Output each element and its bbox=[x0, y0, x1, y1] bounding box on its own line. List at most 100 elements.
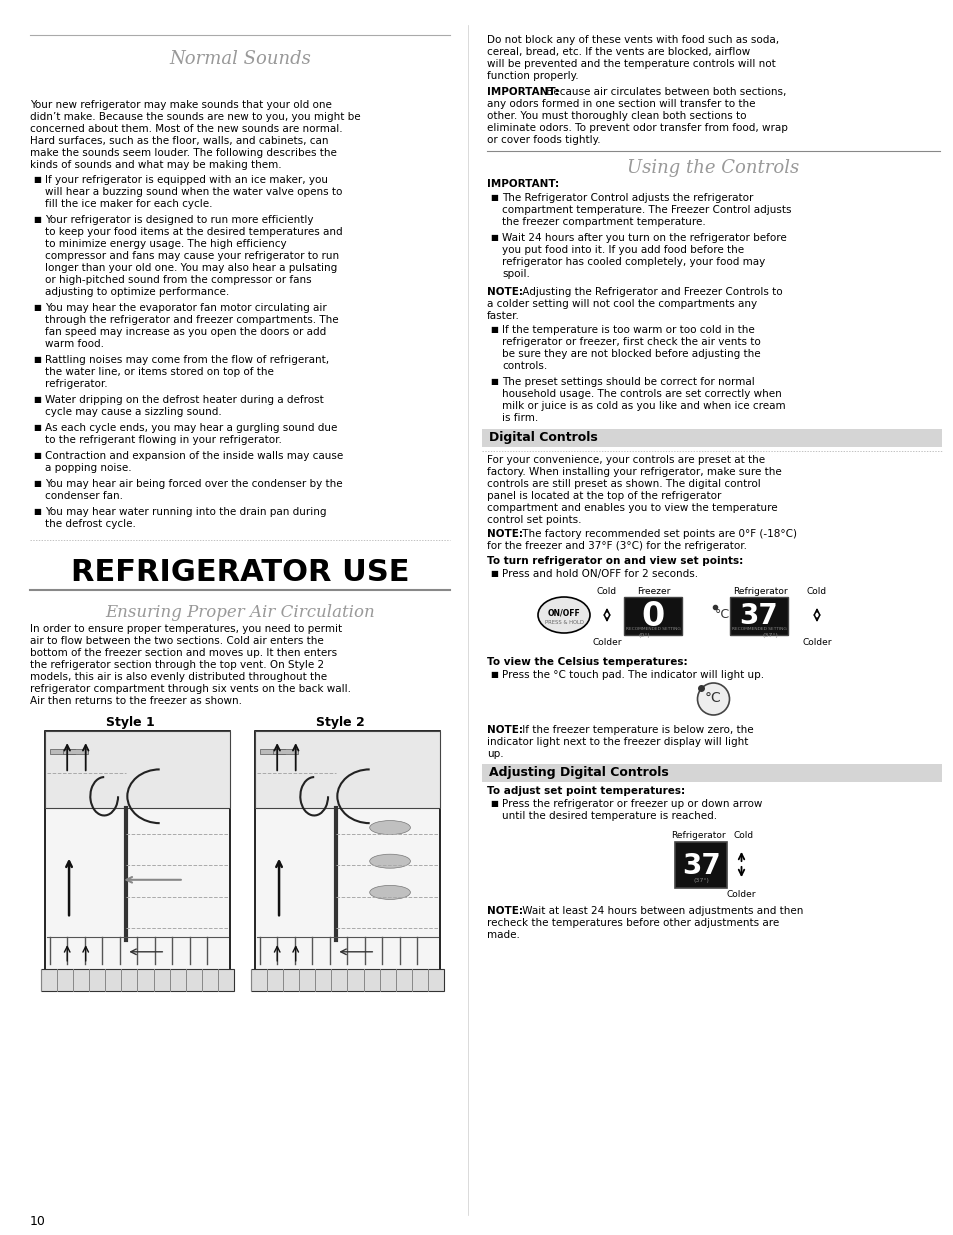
Text: faster.: faster. bbox=[486, 311, 519, 321]
Text: ■: ■ bbox=[33, 424, 41, 432]
Text: air to flow between the two sections. Cold air enters the: air to flow between the two sections. Co… bbox=[30, 636, 323, 646]
Text: If the temperature is too warm or too cold in the: If the temperature is too warm or too co… bbox=[501, 325, 754, 335]
Text: As each cycle ends, you may hear a gurgling sound due: As each cycle ends, you may hear a gurgl… bbox=[45, 424, 337, 433]
Text: warm food.: warm food. bbox=[45, 338, 104, 350]
Text: Your refrigerator is designed to run more efficiently: Your refrigerator is designed to run mor… bbox=[45, 215, 314, 225]
Text: NOTE:: NOTE: bbox=[486, 287, 522, 296]
Text: to minimize energy usage. The high efficiency: to minimize energy usage. The high effic… bbox=[45, 240, 286, 249]
Text: ■: ■ bbox=[490, 799, 497, 808]
Text: compartment and enables you to view the temperature: compartment and enables you to view the … bbox=[486, 503, 777, 513]
Text: milk or juice is as cold as you like and when ice cream: milk or juice is as cold as you like and… bbox=[501, 401, 785, 411]
Text: function properly.: function properly. bbox=[486, 70, 578, 82]
Text: In order to ensure proper temperatures, you need to permit: In order to ensure proper temperatures, … bbox=[30, 624, 342, 634]
Text: other. You must thoroughly clean both sections to: other. You must thoroughly clean both se… bbox=[486, 111, 745, 121]
Text: any odors formed in one section will transfer to the: any odors formed in one section will tra… bbox=[486, 99, 755, 109]
Text: controls.: controls. bbox=[501, 361, 547, 370]
Text: controls are still preset as shown. The digital control: controls are still preset as shown. The … bbox=[486, 479, 760, 489]
Text: for the freezer and 37°F (3°C) for the refrigerator.: for the freezer and 37°F (3°C) for the r… bbox=[486, 541, 746, 551]
Text: You may hear water running into the drain pan during: You may hear water running into the drai… bbox=[45, 508, 326, 517]
Text: a colder setting will not cool the compartments any: a colder setting will not cool the compa… bbox=[486, 299, 757, 309]
Text: ■: ■ bbox=[490, 377, 497, 387]
Ellipse shape bbox=[370, 885, 410, 899]
Text: Colder: Colder bbox=[592, 638, 621, 647]
Text: If your refrigerator is equipped with an ice maker, you: If your refrigerator is equipped with an… bbox=[45, 175, 328, 185]
Text: °C: °C bbox=[714, 609, 729, 621]
Text: To view the Celsius temperatures:: To view the Celsius temperatures: bbox=[486, 657, 687, 667]
Text: until the desired temperature is reached.: until the desired temperature is reached… bbox=[501, 811, 717, 821]
Text: Style 1: Style 1 bbox=[106, 716, 154, 729]
Text: Ensuring Proper Air Circulation: Ensuring Proper Air Circulation bbox=[105, 604, 375, 621]
Text: Normal Sounds: Normal Sounds bbox=[169, 49, 311, 68]
Text: ■: ■ bbox=[490, 671, 497, 679]
Text: you put food into it. If you add food before the: you put food into it. If you add food be… bbox=[501, 245, 743, 254]
Bar bbox=[260, 750, 285, 755]
Text: models, this air is also evenly distributed throughout the: models, this air is also evenly distribu… bbox=[30, 672, 327, 682]
Text: longer than your old one. You may also hear a pulsating: longer than your old one. You may also h… bbox=[45, 263, 337, 273]
Bar bbox=[481, 429, 941, 447]
Text: Adjusting the Refrigerator and Freezer Controls to: Adjusting the Refrigerator and Freezer C… bbox=[518, 287, 781, 296]
Text: spoil.: spoil. bbox=[501, 269, 529, 279]
Bar bbox=[623, 597, 681, 635]
Text: fill the ice maker for each cycle.: fill the ice maker for each cycle. bbox=[45, 199, 213, 209]
Text: 37: 37 bbox=[739, 601, 778, 630]
Text: ■: ■ bbox=[33, 303, 41, 312]
Text: The Refrigerator Control adjusts the refrigerator: The Refrigerator Control adjusts the ref… bbox=[501, 193, 753, 203]
Text: Digital Controls: Digital Controls bbox=[489, 431, 598, 445]
Text: kinds of sounds and what may be making them.: kinds of sounds and what may be making t… bbox=[30, 161, 281, 170]
Text: Rattling noises may come from the flow of refrigerant,: Rattling noises may come from the flow o… bbox=[45, 354, 329, 366]
Text: RECOMMENDED SETTING: RECOMMENDED SETTING bbox=[625, 627, 679, 631]
Text: a popping noise.: a popping noise. bbox=[45, 463, 132, 473]
Text: You may hear the evaporator fan motor circulating air: You may hear the evaporator fan motor ci… bbox=[45, 303, 327, 312]
Text: Water dripping on the defrost heater during a defrost: Water dripping on the defrost heater dur… bbox=[45, 395, 323, 405]
Text: RECOMMENDED SETTING: RECOMMENDED SETTING bbox=[731, 627, 785, 631]
Text: ■: ■ bbox=[33, 479, 41, 488]
Text: IMPORTANT:: IMPORTANT: bbox=[486, 86, 558, 98]
Text: Refrigerator: Refrigerator bbox=[671, 831, 725, 840]
Text: (37°): (37°) bbox=[761, 634, 777, 638]
Text: ON/OFF: ON/OFF bbox=[547, 609, 579, 618]
Text: Colder: Colder bbox=[726, 890, 756, 899]
Text: NOTE:: NOTE: bbox=[486, 906, 522, 916]
Text: ■: ■ bbox=[33, 354, 41, 364]
Text: Cold: Cold bbox=[733, 831, 753, 840]
Text: or cover foods tightly.: or cover foods tightly. bbox=[486, 135, 600, 144]
Text: Style 2: Style 2 bbox=[315, 716, 364, 729]
Bar bbox=[729, 597, 787, 635]
Text: ■: ■ bbox=[490, 233, 497, 242]
Text: Press the °C touch pad. The indicator will light up.: Press the °C touch pad. The indicator wi… bbox=[501, 671, 763, 680]
Text: panel is located at the top of the refrigerator: panel is located at the top of the refri… bbox=[486, 492, 720, 501]
Bar bbox=[63, 750, 88, 755]
Text: Air then returns to the freezer as shown.: Air then returns to the freezer as shown… bbox=[30, 697, 242, 706]
Text: You may hear air being forced over the condenser by the: You may hear air being forced over the c… bbox=[45, 479, 342, 489]
Text: Hard surfaces, such as the floor, walls, and cabinets, can: Hard surfaces, such as the floor, walls,… bbox=[30, 136, 328, 146]
Text: the refrigerator section through the top vent. On Style 2: the refrigerator section through the top… bbox=[30, 659, 324, 671]
Text: the defrost cycle.: the defrost cycle. bbox=[45, 519, 135, 529]
Text: The preset settings should be correct for normal: The preset settings should be correct fo… bbox=[501, 377, 754, 387]
Text: 0: 0 bbox=[640, 599, 664, 632]
Text: is firm.: is firm. bbox=[501, 412, 537, 424]
Bar bbox=[254, 731, 439, 971]
Text: ■: ■ bbox=[33, 508, 41, 516]
Text: be sure they are not blocked before adjusting the: be sure they are not blocked before adju… bbox=[501, 350, 760, 359]
Text: ■: ■ bbox=[33, 451, 41, 459]
Text: Do not block any of these vents with food such as soda,: Do not block any of these vents with foo… bbox=[486, 35, 779, 44]
Text: Colder: Colder bbox=[801, 638, 831, 647]
Text: to keep your food items at the desired temperatures and: to keep your food items at the desired t… bbox=[45, 227, 342, 237]
Bar bbox=[50, 750, 75, 755]
Text: cereal, bread, etc. If the vents are blocked, airflow: cereal, bread, etc. If the vents are blo… bbox=[486, 47, 749, 57]
Text: ■: ■ bbox=[33, 215, 41, 224]
Bar bbox=[45, 731, 230, 808]
Text: fan speed may increase as you open the doors or add: fan speed may increase as you open the d… bbox=[45, 327, 326, 337]
Text: Press the refrigerator or freezer up or down arrow: Press the refrigerator or freezer up or … bbox=[501, 799, 761, 809]
Bar bbox=[254, 731, 439, 808]
Ellipse shape bbox=[370, 855, 410, 868]
Text: eliminate odors. To prevent odor transfer from food, wrap: eliminate odors. To prevent odor transfe… bbox=[486, 124, 787, 133]
Text: or high-pitched sound from the compressor or fans: or high-pitched sound from the compresso… bbox=[45, 275, 312, 285]
Text: refrigerator compartment through six vents on the back wall.: refrigerator compartment through six ven… bbox=[30, 684, 351, 694]
Text: (0°): (0°) bbox=[638, 634, 649, 638]
Text: adjusting to optimize performance.: adjusting to optimize performance. bbox=[45, 287, 229, 296]
Text: didn’t make. Because the sounds are new to you, you might be: didn’t make. Because the sounds are new … bbox=[30, 112, 360, 122]
Bar bbox=[675, 842, 727, 888]
Text: Because air circulates between both sections,: Because air circulates between both sect… bbox=[542, 86, 785, 98]
Text: make the sounds seem louder. The following describes the: make the sounds seem louder. The followi… bbox=[30, 148, 336, 158]
